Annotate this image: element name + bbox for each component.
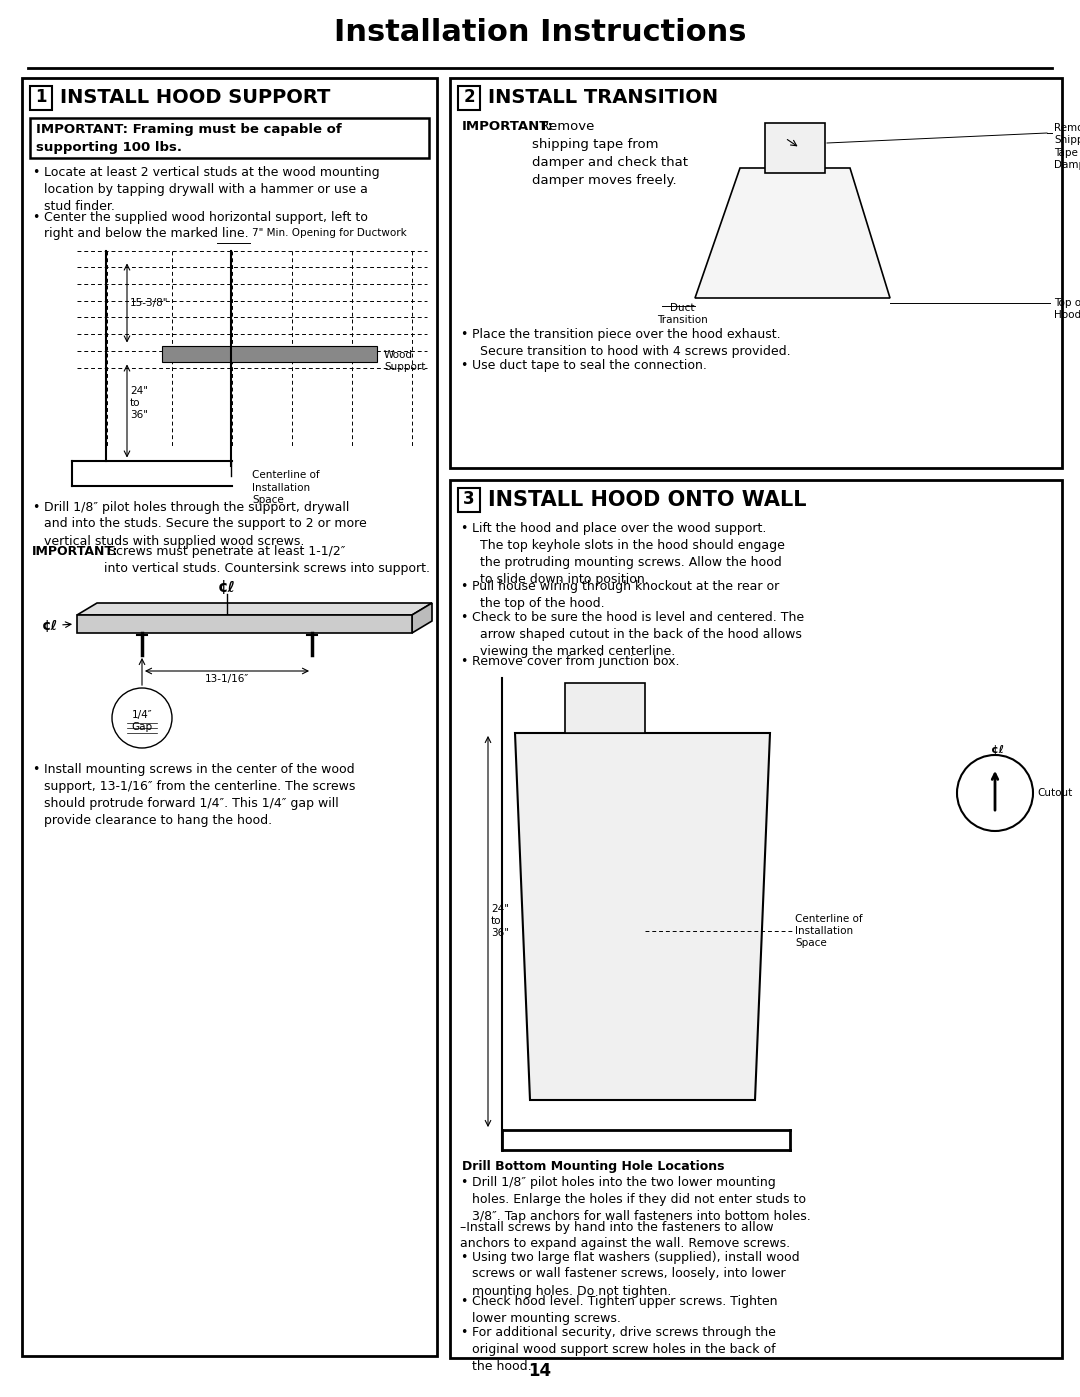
Text: Check hood level. Tighten upper screws. Tighten
lower mounting screws.: Check hood level. Tighten upper screws. … — [472, 1295, 778, 1324]
Text: 24"
to
36": 24" to 36" — [491, 904, 509, 939]
Text: •: • — [460, 580, 468, 592]
Text: •: • — [460, 655, 468, 669]
Text: ¢ℓ: ¢ℓ — [42, 619, 58, 633]
Text: •: • — [460, 1176, 468, 1189]
Text: 1/4″
Gap: 1/4″ Gap — [132, 710, 152, 732]
Text: Drill 1/8″ pilot holes through the support, drywall
and into the studs. Secure t: Drill 1/8″ pilot holes through the suppo… — [44, 500, 367, 548]
Text: Screws must penetrate at least 1-1/2″
into vertical studs. Countersink screws in: Screws must penetrate at least 1-1/2″ in… — [104, 545, 430, 576]
Text: IMPORTANT:: IMPORTANT: — [32, 545, 119, 557]
Text: Using two large flat washers (supplied), install wood
screws or wall fastener sc: Using two large flat washers (supplied),… — [472, 1250, 799, 1298]
Text: 24"
to
36": 24" to 36" — [130, 386, 148, 420]
Text: Centerline of
Installation
Space: Centerline of Installation Space — [252, 471, 320, 506]
Text: For additional security, drive screws through the
original wood support screw ho: For additional security, drive screws th… — [472, 1326, 775, 1373]
Text: •: • — [460, 1250, 468, 1263]
Text: IMPORTANT: Framing must be capable of
supporting 100 lbs.: IMPORTANT: Framing must be capable of su… — [36, 123, 341, 154]
Text: Install mounting screws in the center of the wood
support, 13-1/16″ from the cen: Install mounting screws in the center of… — [44, 763, 355, 827]
Bar — [30, 117, 429, 158]
Bar — [22, 78, 437, 1356]
Bar — [565, 683, 645, 733]
Polygon shape — [77, 604, 432, 615]
Text: Installation Instructions: Installation Instructions — [334, 18, 746, 47]
Text: Drill Bottom Mounting Hole Locations: Drill Bottom Mounting Hole Locations — [462, 1160, 725, 1173]
Text: Center the supplied wood horizontal support, left to
right and below the marked : Center the supplied wood horizontal supp… — [44, 211, 368, 240]
Text: Check to be sure the hood is level and centered. The
  arrow shaped cutout in th: Check to be sure the hood is level and c… — [472, 610, 805, 658]
Bar — [30, 87, 52, 110]
Text: 3: 3 — [463, 490, 475, 509]
Text: INSTALL TRANSITION: INSTALL TRANSITION — [488, 88, 718, 108]
Text: Top of
Hood: Top of Hood — [1054, 298, 1080, 320]
Text: Pull house wiring through knockout at the rear or
  the top of the hood.: Pull house wiring through knockout at th… — [472, 580, 780, 610]
Text: Cutout: Cutout — [1037, 788, 1072, 798]
Polygon shape — [696, 168, 890, 298]
Text: 15-3/8": 15-3/8" — [130, 298, 168, 307]
Bar — [458, 87, 480, 110]
Text: Use duct tape to seal the connection.: Use duct tape to seal the connection. — [472, 359, 707, 372]
Text: 13-1/16″: 13-1/16″ — [205, 673, 249, 685]
Text: Drill 1/8″ pilot holes into the two lower mounting
holes. Enlarge the holes if t: Drill 1/8″ pilot holes into the two lowe… — [472, 1176, 811, 1222]
Text: •: • — [32, 211, 39, 224]
Bar — [450, 481, 1062, 1358]
Bar — [458, 488, 480, 511]
Text: INSTALL HOOD ONTO WALL: INSTALL HOOD ONTO WALL — [488, 490, 807, 510]
Text: Place the transition piece over the hood exhaust.
  Secure transition to hood wi: Place the transition piece over the hood… — [472, 328, 791, 358]
Text: Duct
Transition: Duct Transition — [657, 303, 707, 326]
Text: 7" Min. Opening for Ductwork: 7" Min. Opening for Ductwork — [252, 229, 407, 239]
Text: Locate at least 2 vertical studs at the wood mounting
location by tapping drywal: Locate at least 2 vertical studs at the … — [44, 166, 380, 212]
Text: •: • — [460, 522, 468, 535]
Text: •: • — [460, 328, 468, 341]
Text: Remove
shipping tape from
damper and check that
damper moves freely.: Remove shipping tape from damper and che… — [532, 120, 688, 187]
Text: •: • — [32, 166, 39, 179]
Text: 14: 14 — [528, 1362, 552, 1380]
Text: ¢ℓ: ¢ℓ — [218, 580, 235, 595]
Text: ¢ℓ: ¢ℓ — [990, 745, 1003, 754]
Text: Centerline of
Installation
Space: Centerline of Installation Space — [795, 914, 863, 949]
Bar — [765, 123, 825, 173]
Text: 1: 1 — [36, 88, 46, 106]
Text: 2: 2 — [463, 88, 475, 106]
Polygon shape — [515, 733, 770, 1099]
Text: •: • — [32, 500, 39, 514]
Text: INSTALL HOOD SUPPORT: INSTALL HOOD SUPPORT — [60, 88, 330, 108]
Text: •: • — [460, 359, 468, 372]
Text: •: • — [32, 763, 39, 775]
Text: •: • — [460, 1326, 468, 1338]
Text: IMPORTANT:: IMPORTANT: — [462, 120, 554, 133]
Text: Remove cover from junction box.: Remove cover from junction box. — [472, 655, 679, 669]
Bar — [450, 78, 1062, 468]
Polygon shape — [411, 604, 432, 633]
Text: Lift the hood and place over the wood support.
  The top keyhole slots in the ho: Lift the hood and place over the wood su… — [472, 522, 785, 585]
Text: •: • — [460, 1295, 468, 1308]
Text: Wood
Support: Wood Support — [384, 349, 426, 372]
Bar — [162, 345, 377, 362]
Text: –Install screws by hand into the fasteners to allow
anchors to expand against th: –Install screws by hand into the fastene… — [460, 1221, 791, 1250]
Text: Remove
Shipping
Tape on
Damper: Remove Shipping Tape on Damper — [1054, 123, 1080, 170]
Bar — [77, 615, 411, 633]
Text: •: • — [460, 610, 468, 624]
